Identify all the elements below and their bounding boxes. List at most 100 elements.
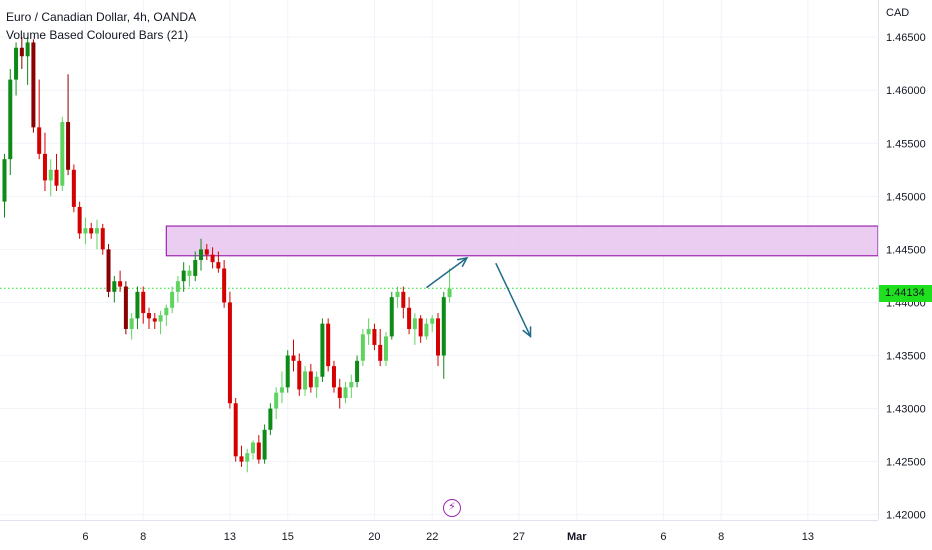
- price-tick-label: 1.42000: [886, 510, 926, 522]
- time-axis-ticks: 6 8 13 15 20 22 27 Mar 6 8 13: [82, 531, 814, 543]
- candle-body: [141, 291, 146, 314]
- candle-body: [19, 47, 24, 57]
- currency-label: CAD: [886, 7, 910, 19]
- price-axis-ticks: 1.465001.460001.455001.450001.445001.440…: [886, 32, 926, 522]
- candle-body: [77, 206, 82, 234]
- candle-body: [175, 281, 180, 292]
- candle-body: [314, 376, 319, 388]
- candle-body: [251, 442, 256, 454]
- candle-body: [187, 270, 192, 276]
- time-tick-label: 8: [140, 531, 146, 543]
- time-tick-label: 6: [660, 531, 666, 543]
- symbol-title[interactable]: Euro / Canadian Dollar, 4h, OANDA: [6, 10, 197, 24]
- candle-body: [407, 307, 412, 329]
- candle-body: [366, 328, 371, 335]
- lightning-icon[interactable]: ⚡: [443, 499, 461, 517]
- candle-body: [83, 228, 88, 234]
- projection-arrows[interactable]: [425, 256, 532, 338]
- candle-body: [54, 169, 59, 186]
- candle-body: [256, 442, 261, 460]
- price-axis-divider: [878, 0, 879, 520]
- candle-body: [441, 297, 446, 356]
- candle-body: [135, 291, 140, 319]
- time-tick-label: 27: [513, 531, 525, 543]
- candle-body: [147, 313, 151, 319]
- resistance-zone[interactable]: [165, 225, 879, 257]
- candle-body: [337, 387, 342, 398]
- candle-body: [343, 387, 348, 398]
- candle-body: [66, 122, 71, 170]
- candle-body: [274, 392, 279, 409]
- candle-body: [216, 262, 221, 269]
- candle-body: [239, 456, 244, 462]
- candle-body: [383, 336, 388, 361]
- candle-body: [31, 42, 36, 128]
- candle-body: [285, 355, 290, 388]
- current-price-badge: 1.44134: [879, 285, 932, 302]
- price-tick-label: 1.43000: [886, 404, 926, 416]
- candle-body: [181, 270, 186, 282]
- grid-lines: [0, 0, 878, 520]
- candle-body: [2, 159, 7, 202]
- time-tick-label: 13: [224, 531, 236, 543]
- time-tick-label: Mar: [567, 531, 587, 543]
- indicator-label[interactable]: Volume Based Coloured Bars (21): [6, 28, 189, 42]
- time-axis-divider: [0, 520, 878, 521]
- candle-body: [372, 328, 377, 345]
- candle-body: [71, 169, 76, 207]
- candle-body: [112, 281, 117, 292]
- candle-body: [303, 371, 308, 390]
- candle-body: [395, 291, 400, 298]
- arrow-head: [456, 256, 469, 268]
- price-tick-label: 1.46500: [886, 32, 926, 44]
- candle-body: [331, 366, 336, 388]
- candle-body: [8, 79, 13, 160]
- candle-body: [268, 408, 273, 430]
- candle-body: [164, 307, 169, 316]
- candle-body: [60, 122, 65, 186]
- candle-body: [48, 169, 53, 181]
- candle-body: [94, 228, 99, 234]
- time-tick-label: 6: [82, 531, 88, 543]
- time-tick-label: 13: [802, 531, 814, 543]
- candle-body: [222, 268, 227, 303]
- candle-body: [355, 360, 360, 383]
- price-tick-label: 1.42500: [886, 457, 926, 469]
- candle-body: [118, 281, 123, 287]
- candle-body: [349, 382, 354, 388]
- candle-body: [210, 254, 215, 263]
- price-tick-label: 1.44500: [886, 244, 926, 256]
- zone-rect: [165, 225, 879, 257]
- candle-body: [424, 323, 429, 337]
- candle-body: [42, 153, 47, 181]
- price-tick-label: 1.45000: [886, 191, 926, 203]
- candle-body: [204, 249, 209, 255]
- candle-body: [326, 323, 331, 367]
- candle-body: [199, 249, 204, 260]
- candle-body: [25, 42, 30, 57]
- candle-body: [152, 318, 157, 322]
- candle-body: [308, 371, 313, 388]
- candle-body: [401, 291, 406, 308]
- arrow-head: [522, 326, 532, 338]
- candle-body: [262, 429, 267, 460]
- candle-body: [129, 318, 134, 329]
- candle-body: [193, 260, 198, 276]
- candle-body: [297, 360, 302, 390]
- candle-body: [389, 297, 394, 337]
- candle-body: [320, 323, 325, 377]
- candle-body: [100, 228, 105, 250]
- candle-body: [430, 318, 435, 324]
- time-tick-label: 22: [426, 531, 438, 543]
- candle-body: [37, 127, 42, 154]
- candle-body: [158, 315, 163, 322]
- candle-body: [418, 318, 423, 337]
- time-tick-label: 20: [368, 531, 380, 543]
- candle-body: [89, 228, 94, 234]
- candle-body: [245, 453, 250, 462]
- time-tick-label: 8: [718, 531, 724, 543]
- arrow-shaft: [425, 257, 468, 289]
- price-tick-label: 1.46000: [886, 85, 926, 97]
